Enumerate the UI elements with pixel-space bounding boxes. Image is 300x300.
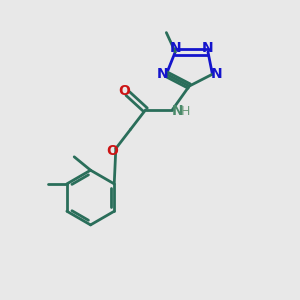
Text: O: O: [106, 145, 118, 158]
Text: O: O: [118, 84, 130, 98]
Text: N: N: [202, 41, 214, 55]
Text: N: N: [211, 67, 222, 81]
Text: N: N: [172, 104, 184, 118]
Text: N: N: [157, 67, 168, 81]
Text: H: H: [181, 105, 190, 118]
Text: N: N: [169, 41, 181, 55]
